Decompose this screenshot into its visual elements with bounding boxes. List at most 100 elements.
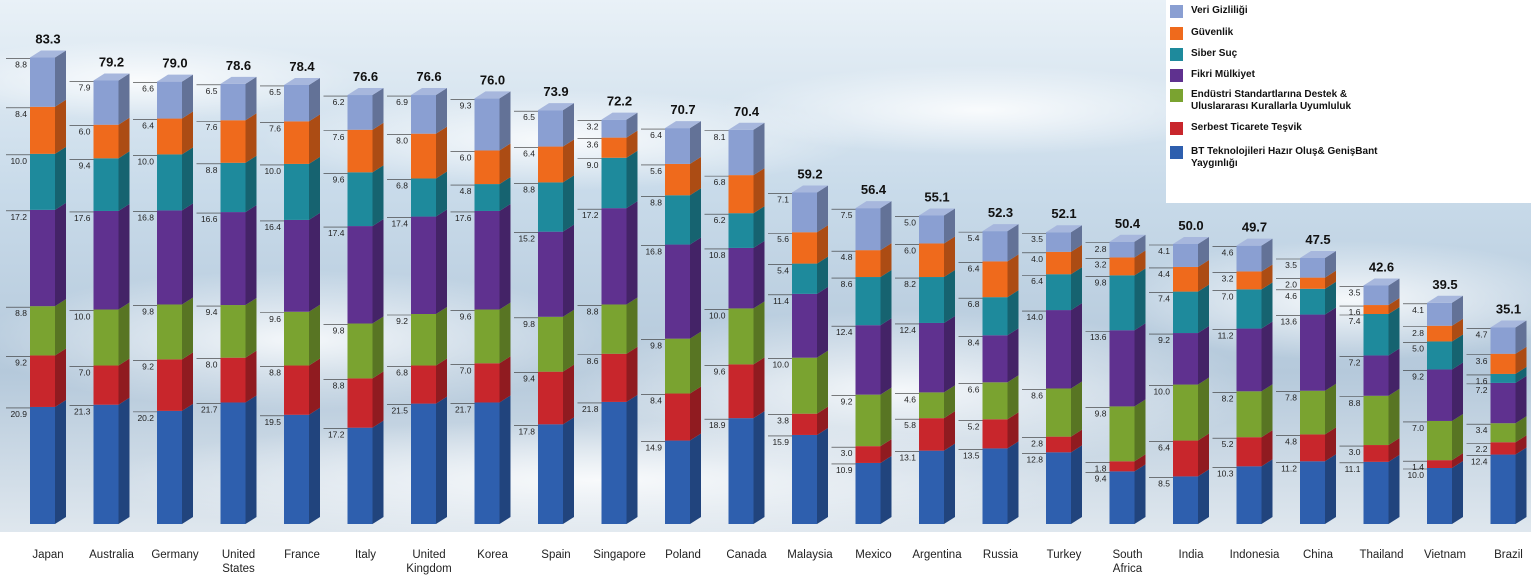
segment-value-label: 9.6 — [269, 314, 281, 324]
bar-segment-side — [753, 301, 765, 365]
segment-value-label: 8.8 — [523, 184, 535, 194]
bar-segment-side — [1388, 388, 1400, 446]
bar-segment-front — [1427, 420, 1452, 461]
bar-total-label: 52.3 — [988, 205, 1013, 220]
bar-segment-side — [880, 455, 892, 524]
bar-segment-side — [1198, 284, 1209, 334]
bar-segment-front — [728, 308, 754, 365]
segment-value-label: 5.8 — [904, 420, 916, 430]
segment-value-label: 16.8 — [137, 212, 154, 222]
bar-segment-side — [182, 74, 193, 119]
segment-value-label: 21.5 — [391, 406, 408, 416]
category-label: Japan — [32, 549, 63, 561]
segment-value-label: 3.8 — [777, 416, 789, 426]
bar-segment-side — [626, 297, 638, 354]
bar-segment-front — [30, 209, 55, 307]
segment-value-label: 1.8 — [1095, 463, 1107, 473]
bar-segment-front — [284, 311, 309, 366]
bar-segment-side — [944, 385, 955, 419]
bar-segment-side — [817, 406, 828, 435]
segment-value-label: 12.4 — [899, 325, 916, 335]
segment-value-label: 8.0 — [206, 360, 218, 370]
bar-segment-side — [245, 76, 257, 121]
bar-segment-front — [538, 231, 563, 317]
segment-value-label: 8.8 — [15, 60, 27, 70]
bar-total-label: 49.7 — [1242, 220, 1267, 235]
segment-value-label: 10.0 — [137, 156, 154, 166]
segment-value-label: 5.4 — [777, 266, 789, 276]
bar-segment-front — [792, 192, 817, 233]
bar-segment-side — [1198, 433, 1209, 477]
bar-segment-side — [245, 395, 257, 524]
bar-total-label: 76.0 — [480, 72, 505, 87]
bar-segment-front — [601, 401, 627, 524]
legend-item: Veri Gizliliği — [1170, 5, 1381, 18]
segment-value-label: 14.0 — [1026, 312, 1043, 322]
bar-segment-front — [1427, 369, 1452, 421]
bar-segment-front — [855, 394, 881, 447]
category-label: Poland — [665, 549, 701, 561]
segment-value-label: 9.0 — [587, 160, 599, 170]
bar-segment-front — [1236, 391, 1262, 438]
bar-segment-front — [411, 133, 436, 179]
bar-segment-side — [1071, 267, 1082, 311]
bar-segment-front — [157, 304, 182, 360]
segment-value-label: 9.2 — [1158, 335, 1170, 345]
bar-segment-front — [30, 57, 55, 107]
segment-value-label: 2.8 — [1031, 439, 1043, 449]
segment-value-label: 4.6 — [1285, 291, 1297, 301]
bar-segment-front — [855, 250, 881, 278]
bar-segment-side — [118, 73, 130, 125]
segment-value-label: 11.2 — [1281, 463, 1297, 473]
bar-segment-front — [474, 402, 500, 524]
bar-segment-side — [944, 411, 955, 451]
bar-india: 8.5 6.4 10.0 9.2 7.4 4.4 4.1 50.0 — [1149, 218, 1209, 524]
bar-segment-side — [1325, 307, 1336, 391]
bar-segment-side — [436, 396, 447, 524]
legend-label: BT Teknolojileri Hazır Oluş& GenişBant Y… — [1191, 146, 1378, 169]
bar-segment-side — [118, 302, 130, 366]
bar-total-label: 56.4 — [861, 182, 887, 197]
category-label: States — [222, 563, 255, 575]
bar-segment-front — [1490, 423, 1516, 443]
segment-value-label: 10.0 — [10, 156, 27, 166]
bar-segment-front — [538, 371, 563, 425]
bar-segment-side — [118, 151, 130, 211]
bar-segment-front — [982, 297, 1008, 336]
legend-item: Fikri Mülkiyet — [1170, 69, 1381, 82]
bar-segment-side — [880, 318, 892, 395]
category-label: Singapore — [593, 549, 645, 561]
segment-value-label: 9.2 — [15, 357, 27, 367]
segment-value-label: 10.8 — [709, 250, 726, 260]
bar-segment-side — [499, 91, 511, 151]
category-label: Canada — [726, 549, 767, 561]
segment-value-label: 8.4 — [650, 396, 662, 406]
segment-value-label: 12.4 — [1471, 457, 1488, 467]
bar-segment-side — [690, 386, 701, 441]
segment-value-label: 3.6 — [1476, 356, 1488, 366]
category-label: Brazil — [1494, 549, 1523, 561]
segment-value-label: 3.4 — [1476, 425, 1488, 435]
bar-segment-side — [309, 156, 320, 220]
segment-value-label: 8.8 — [1349, 398, 1361, 408]
bar-top-face — [1427, 295, 1463, 303]
bar-segment-front — [1490, 327, 1516, 354]
bar-segment-side — [1452, 453, 1463, 468]
cloud-shape — [720, 65, 1240, 155]
legend-swatch — [1170, 89, 1183, 102]
category-label: Germany — [151, 549, 199, 561]
bar-segment-side — [436, 307, 447, 366]
bar-segment-front — [855, 462, 881, 524]
bar-segment-front — [792, 232, 817, 264]
segment-value-label: 7.2 — [1349, 357, 1361, 367]
bar-total-label: 47.5 — [1305, 232, 1330, 247]
bar-united-kingdom: 21.5 6.8 9.2 17.4 6.8 8.0 6.9 76.6 — [387, 69, 447, 524]
bar-segment-side — [55, 299, 66, 356]
bar-segment-front — [919, 215, 944, 244]
bar-segment-front — [1427, 325, 1452, 342]
segment-value-label: 11.4 — [773, 296, 789, 306]
bar-segment-front — [474, 363, 500, 403]
bar-segment-side — [690, 237, 701, 339]
bar-segment-front — [601, 119, 627, 138]
bar-segment-front — [411, 178, 436, 217]
